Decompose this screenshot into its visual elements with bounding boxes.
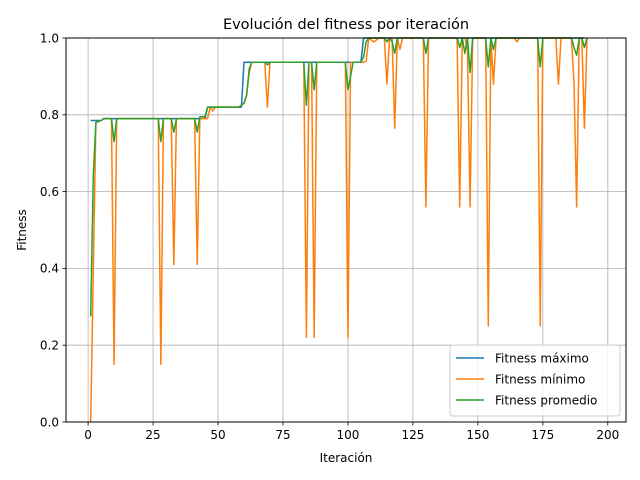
x-tick-label: 75 [275,428,290,442]
series-line-2 [89,37,588,423]
chart-title: Evolución del fitness por iteración [223,17,469,33]
x-tick-label: 25 [145,428,160,442]
x-tick-label: 175 [531,428,554,442]
y-axis-ticks: 0.0 0.2 0.4 0.6 0.8 1.0 [40,31,66,429]
legend-label-1: Fitness máximo [495,351,589,365]
y-tick-label: 0.8 [40,108,59,122]
y-tick-label: 0.2 [40,339,59,353]
x-tick-label: 125 [401,428,424,442]
x-tick-label: 100 [336,428,359,442]
y-tick-label: 0.6 [40,185,59,199]
y-axis-label: Fitness [15,209,29,251]
legend-label-3: Fitness promedio [495,393,597,407]
y-tick-label: 1.0 [40,31,59,45]
y-tick-label: 0.0 [40,415,59,429]
x-tick-label: 150 [466,428,489,442]
x-tick-label: 200 [596,428,619,442]
legend: Fitness máximo Fitness mínimo Fitness prom… [449,344,621,417]
y-tick-label: 0.4 [40,262,59,276]
x-axis-ticks: 0 25 50 75 100 125 150 175 200 [84,422,619,442]
x-axis-label: Iteración [320,451,373,465]
x-tick-label: 0 [84,428,92,442]
x-tick-label: 50 [210,428,225,442]
legend-label-2: Fitness mínimo [495,372,585,386]
legend-box [449,344,621,417]
plot-frame [65,37,627,423]
